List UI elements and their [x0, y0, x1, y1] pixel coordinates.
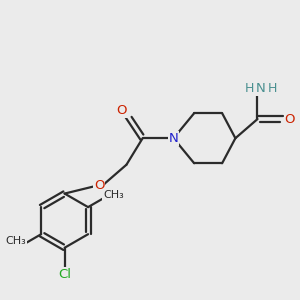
Text: O: O — [285, 112, 295, 126]
Text: O: O — [116, 104, 127, 117]
Text: N: N — [169, 132, 178, 145]
Text: CH₃: CH₃ — [103, 190, 124, 200]
Text: O: O — [94, 179, 104, 192]
Text: H: H — [244, 82, 254, 95]
Text: N: N — [256, 82, 266, 95]
Text: H: H — [268, 82, 278, 95]
Text: CH₃: CH₃ — [5, 236, 26, 246]
Text: Cl: Cl — [58, 268, 71, 281]
